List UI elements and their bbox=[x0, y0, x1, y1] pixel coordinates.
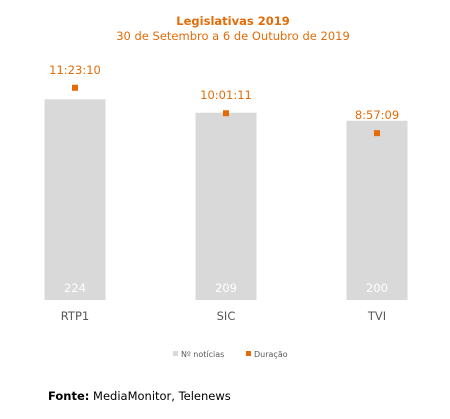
category-label: SIC bbox=[217, 309, 236, 323]
legend-swatch-noticias bbox=[173, 351, 178, 356]
bar-sic bbox=[195, 112, 257, 300]
bar-value-label: 200 bbox=[366, 281, 388, 295]
bar-tvi bbox=[346, 120, 408, 301]
duration-marker bbox=[72, 84, 78, 91]
legend-swatch-duracao bbox=[246, 351, 251, 356]
chart: Legislativas 2019 30 de Setembro a 6 de … bbox=[44, 14, 408, 359]
category-label: TVI bbox=[367, 309, 386, 323]
duration-label: 11:23:10 bbox=[49, 63, 101, 77]
bar-value-label: 209 bbox=[215, 281, 237, 295]
category-label: RTP1 bbox=[61, 309, 89, 323]
duration-marker bbox=[374, 130, 380, 137]
legend: Nº notícias Duração bbox=[173, 350, 288, 359]
chart-subtitle: 30 de Setembro a 6 de Outubro de 2019 bbox=[116, 29, 350, 43]
source-note: Fonte: MediaMonitor, Telenews bbox=[48, 389, 231, 403]
duration-label: 8:57:09 bbox=[355, 108, 399, 122]
bar-value-label: 224 bbox=[64, 281, 86, 295]
legend-label-noticias: Nº notícias bbox=[181, 350, 224, 359]
duration-label: 10:01:11 bbox=[200, 88, 252, 102]
bar-rtp1 bbox=[44, 99, 106, 300]
source-text: MediaMonitor, Telenews bbox=[89, 389, 231, 403]
duration-marker bbox=[223, 110, 229, 117]
chart-title: Legislativas 2019 bbox=[176, 14, 289, 28]
legend-label-duracao: Duração bbox=[254, 350, 288, 359]
plot-area: 224 11:23:10 RTP1 209 10:01:11 SIC 200 8:57:09 T… bbox=[44, 63, 408, 323]
source-label: Fonte: bbox=[48, 389, 90, 403]
